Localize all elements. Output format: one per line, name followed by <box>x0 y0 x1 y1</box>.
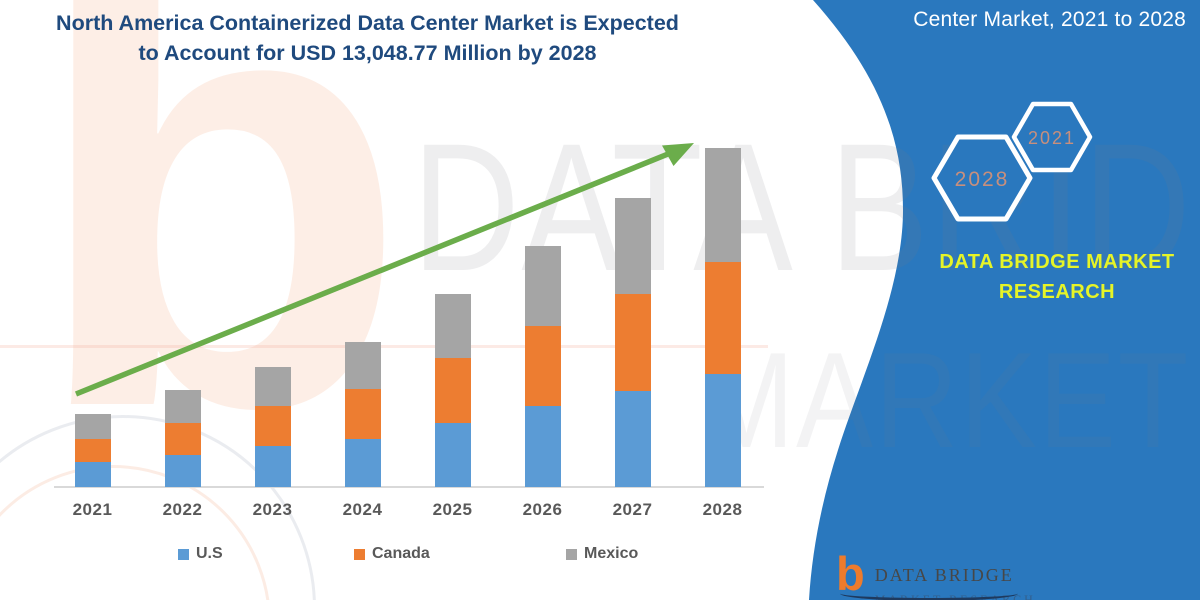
bar-segment-us-2027 <box>614 391 651 487</box>
legend-swatch-icon <box>566 548 577 560</box>
bar-segment-mexico-2026 <box>524 246 561 326</box>
x-axis-label-2025: 2025 <box>432 500 473 519</box>
bar-segment-mexico-2028 <box>704 148 741 262</box>
bar-segment-mexico-2025 <box>434 294 471 358</box>
panel-heading: Center Market, 2021 to 2028 <box>913 8 1186 31</box>
hexagon-2021-label: 2021 <box>1028 128 1076 148</box>
bar-segment-canada-2024 <box>344 388 381 439</box>
company-logo: b DATA BRIDGE MARKET RESEARCH <box>836 550 1036 600</box>
chart-title: North America Containerized Data Center … <box>35 8 700 68</box>
legend-item-canada: Canada <box>354 545 430 563</box>
bar-segment-mexico-2027 <box>614 198 651 294</box>
x-axis-line <box>54 486 764 488</box>
logo-company-name: DATA BRIDGE <box>874 565 1014 585</box>
bar-segment-canada-2026 <box>524 326 561 406</box>
legend: U.S Canada Mexico <box>178 545 638 563</box>
bar-segment-us-2028 <box>704 373 741 487</box>
chart-title-line2: to Account for USD 13,048.77 Million by … <box>138 41 597 65</box>
bar-segment-mexico-2021 <box>74 414 111 439</box>
x-axis-label-2028: 2028 <box>702 500 743 519</box>
legend-label: Canada <box>372 545 430 562</box>
brand-text-line2: RESEARCH <box>998 281 1116 303</box>
bar-segment-us-2022 <box>164 454 201 487</box>
x-axis-label-2026: 2026 <box>522 500 563 519</box>
watermark-row-line <box>0 345 768 348</box>
hexagon-2021-icon <box>1011 101 1093 173</box>
legend-item-us: U.S <box>178 545 223 563</box>
bar-segment-us-2023 <box>254 446 291 487</box>
legend-swatch-icon <box>354 548 365 560</box>
bar-segment-canada-2027 <box>614 293 651 391</box>
x-axis-label-2024: 2024 <box>342 500 383 519</box>
legend-item-mexico: Mexico <box>566 545 638 563</box>
x-axis-label-2022: 2022 <box>162 500 203 519</box>
bar-segment-canada-2028 <box>704 261 741 374</box>
chart-title-line1: North America Containerized Data Center … <box>56 11 679 35</box>
hexagon-2028-label: 2028 <box>955 168 1010 191</box>
x-axis-label-2027: 2027 <box>612 500 653 519</box>
brand-text-line1: DATA BRIDGE MARKET <box>939 251 1175 273</box>
watermark-text-line2: MARKET RESEARCH <box>698 324 1200 476</box>
bar-segment-canada-2023 <box>254 405 291 446</box>
legend-label: Mexico <box>584 545 639 562</box>
bar-segment-us-2021 <box>74 462 111 487</box>
x-axis-label-2023: 2023 <box>252 500 293 519</box>
x-axis-label-2021: 2021 <box>72 500 113 519</box>
bar-segment-mexico-2023 <box>254 367 291 406</box>
bar-segment-us-2025 <box>434 423 471 487</box>
legend-swatch-icon <box>178 548 189 560</box>
bar-segment-us-2024 <box>344 438 381 487</box>
bar-segment-canada-2025 <box>434 358 471 423</box>
legend-label: U.S <box>196 545 223 562</box>
brand-text: DATA BRIDGE MARKET RESEARCH <box>928 247 1186 307</box>
bar-segment-mexico-2024 <box>344 341 381 389</box>
bar-segment-mexico-2022 <box>164 389 201 423</box>
bar-segment-us-2026 <box>524 405 561 487</box>
plot-area: 2021 2022 2023 2024 2025 2026 2027 2028 <box>54 148 764 519</box>
logo-swoosh-icon <box>840 586 1018 600</box>
bar-segment-canada-2022 <box>164 422 201 455</box>
bar-segment-canada-2021 <box>74 439 111 462</box>
hexagon-2028-icon <box>931 134 1033 222</box>
